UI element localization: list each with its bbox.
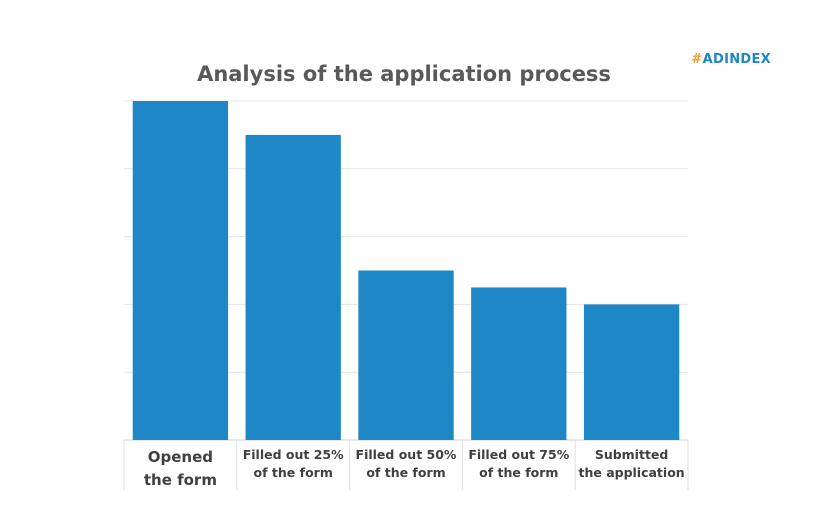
category-label-line: the form — [143, 470, 217, 489]
category-label-line: Filled out 50% — [355, 447, 457, 462]
category-label-0: Opened the form — [124, 446, 237, 491]
category-label-line: of the form — [479, 465, 559, 481]
brand-name: ADINDEX — [702, 52, 771, 67]
category-label-line: of the form — [366, 465, 446, 481]
category-label-line: Filled out 75% — [468, 447, 570, 462]
chart-title: Analysis of the application process — [197, 62, 611, 86]
category-label-3: Filled out 75% of the form — [462, 446, 575, 482]
brand-logo: #ADINDEX — [691, 52, 771, 67]
category-label-1: Filled out 25% of the form — [237, 446, 350, 482]
category-label-line: Filled out 25% — [242, 447, 344, 462]
brand-hash: # — [691, 52, 703, 67]
bar-1 — [245, 134, 341, 440]
bar-4 — [583, 304, 680, 440]
bar-3 — [471, 287, 567, 440]
category-label-4: Submitted the application — [575, 446, 688, 482]
category-label-line: of the form — [253, 465, 333, 481]
category-label-line: Opened — [147, 448, 214, 466]
category-label-2: Filled out 50% of the form — [350, 446, 463, 482]
bar-0 — [132, 101, 229, 440]
bar-2 — [358, 270, 454, 440]
category-label-line: Submitted — [594, 447, 669, 462]
category-label-line: the application — [578, 465, 685, 481]
